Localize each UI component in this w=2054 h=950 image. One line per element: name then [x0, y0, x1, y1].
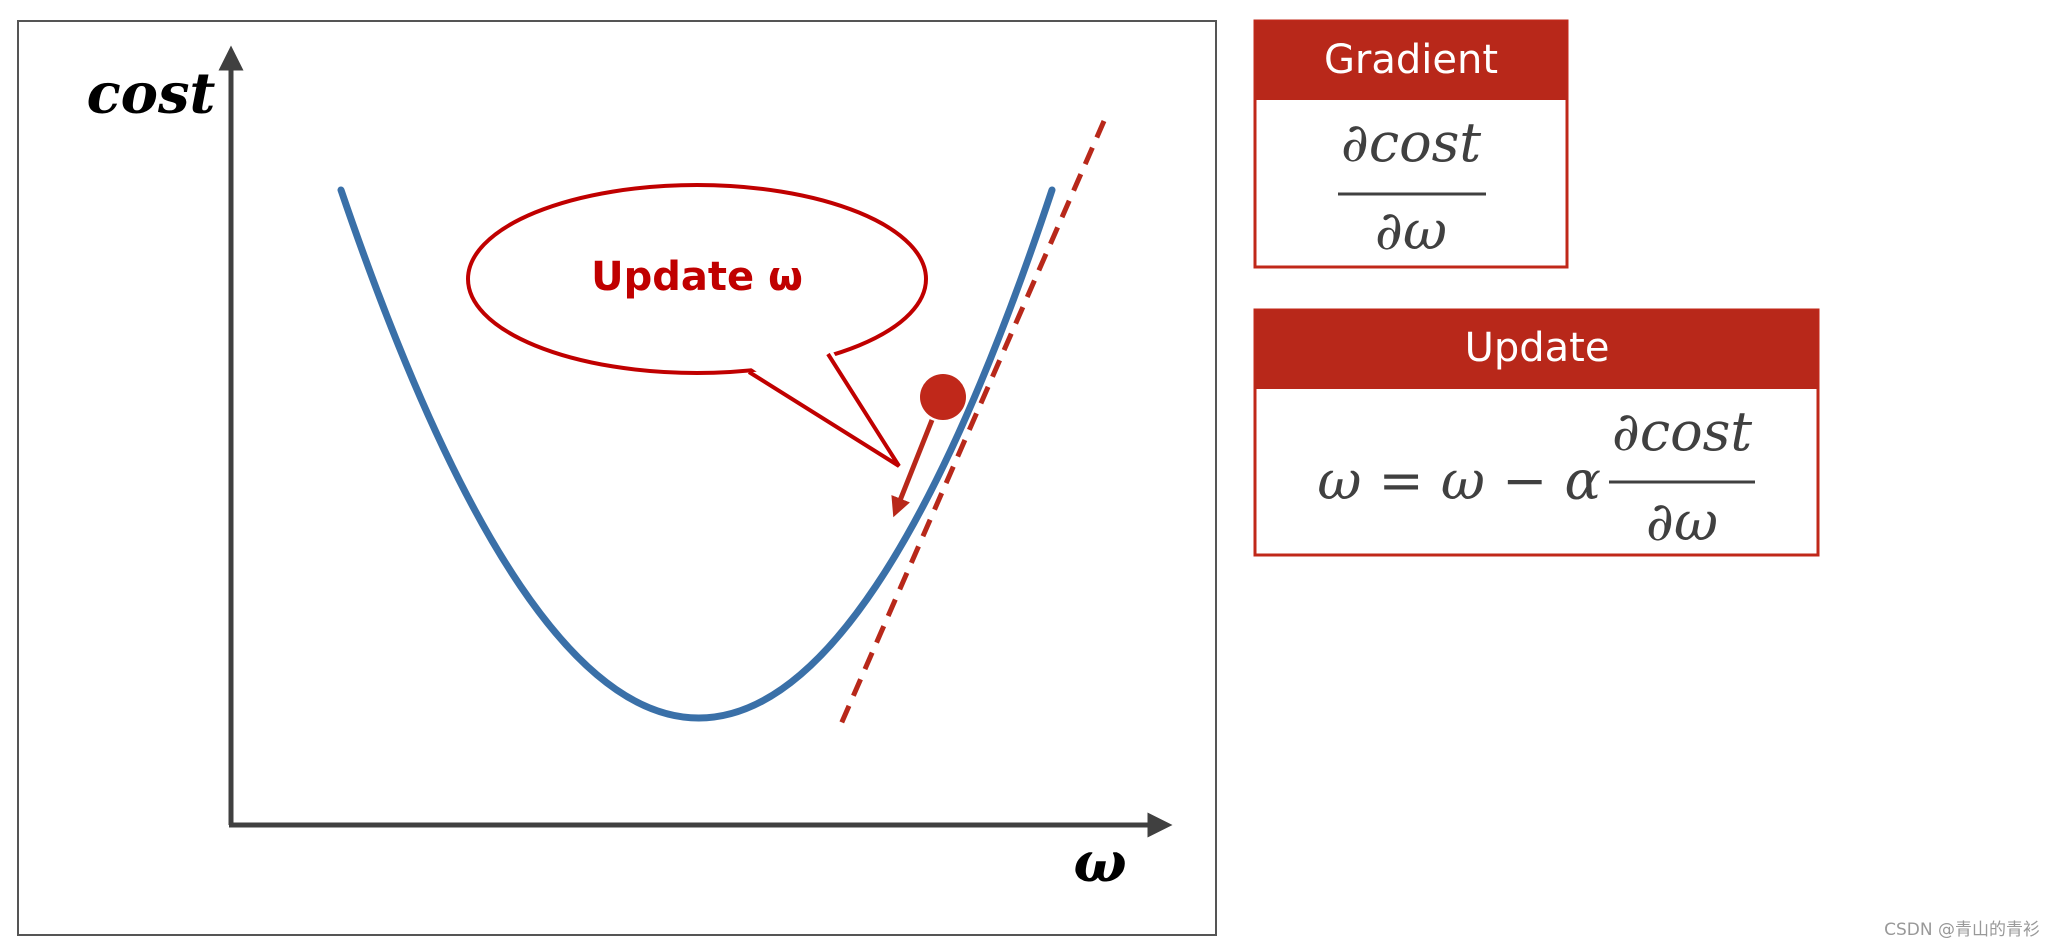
- callout-tail: [747, 352, 901, 468]
- update-header: [1255, 310, 1818, 389]
- update-numerator: ∂cost: [1612, 400, 1752, 463]
- cost-curve: [337, 186, 1056, 722]
- x-axis-label: ω: [1073, 830, 1126, 896]
- update-denominator: ∂ω: [1646, 490, 1718, 553]
- tangent-line: [835, 120, 1107, 732]
- callout-text: Update ω: [591, 254, 803, 300]
- gradient-title: Gradient: [1324, 37, 1498, 83]
- step-arrow: [891, 419, 935, 518]
- y-axis-label: cost: [87, 61, 216, 127]
- gradient-numerator: ∂cost: [1341, 111, 1481, 174]
- update-lhs: ω = ω − α: [1317, 449, 1601, 512]
- plot-frame: [17, 20, 1217, 936]
- callout-tail-fill: [745, 350, 899, 466]
- current-point: [920, 374, 966, 420]
- update-title: Update: [1465, 325, 1610, 371]
- watermark: CSDN @青山的青衫: [1884, 920, 2040, 940]
- callout-bubble: [466, 183, 928, 375]
- gradient-header: [1255, 21, 1567, 100]
- gradient-denominator: ∂ω: [1375, 199, 1447, 262]
